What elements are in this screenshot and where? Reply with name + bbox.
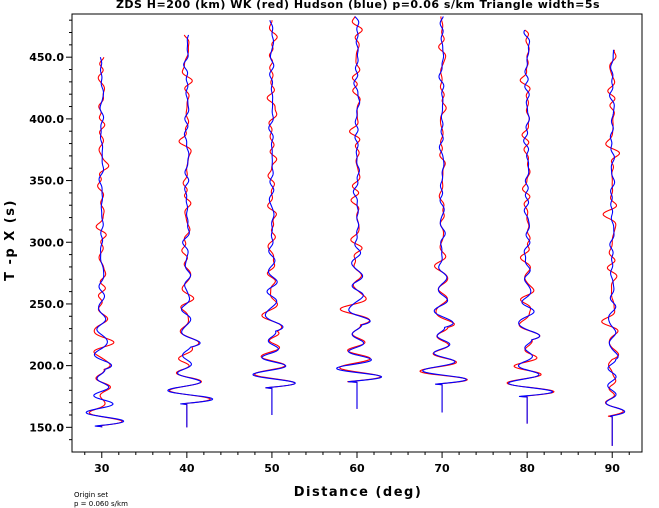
wk-trace-80 [506,29,555,424]
chart-title: ZDS H=200 (km) WK (red) Hudson (blue) p=… [116,0,600,11]
y-axis-label: T -p X (s) [3,199,18,281]
y-axis: 150.0 200.0 250.0 300.0 350.0 400.0 450.0 [29,19,72,441]
wk-trace-40 [168,34,211,428]
hudson-trace-70 [422,16,467,413]
y-tick-label: 200.0 [29,360,64,373]
trace-group [85,16,626,446]
y-tick-label: 300.0 [29,236,64,249]
x-tick-label: 50 [264,462,280,475]
hudson-trace-60 [336,16,383,409]
wk-trace-70 [419,16,468,413]
wk-trace-30 [88,57,123,428]
x-tick-label: 40 [179,462,195,475]
hudson-trace-90 [605,49,626,446]
y-tick-label: 150.0 [29,421,64,434]
x-tick-label: 80 [519,462,535,475]
hudson-trace-50 [252,20,296,415]
y-tick-label: 400.0 [29,113,64,126]
y-tick-label: 450.0 [29,51,64,64]
y-tick-label: 350.0 [29,175,64,188]
origin-note: Origin set [74,491,108,499]
hudson-trace-40 [167,34,214,428]
x-tick-label: 60 [349,462,365,475]
x-tick-label: 90 [605,462,621,475]
wk-trace-90 [601,49,624,446]
wk-trace-60 [339,16,381,409]
wk-trace-50 [254,20,296,415]
x-tick-label: 70 [434,462,450,475]
hudson-trace-80 [508,29,554,424]
y-tick-label: 250.0 [29,298,64,311]
x-tick-label: 30 [94,462,110,475]
slowness-note: p = 0.060 s/km [74,500,128,508]
x-axis-label: Distance (deg) [294,485,423,500]
hudson-trace-30 [85,57,125,428]
x-axis: 30 40 50 60 70 80 90 [84,452,630,475]
